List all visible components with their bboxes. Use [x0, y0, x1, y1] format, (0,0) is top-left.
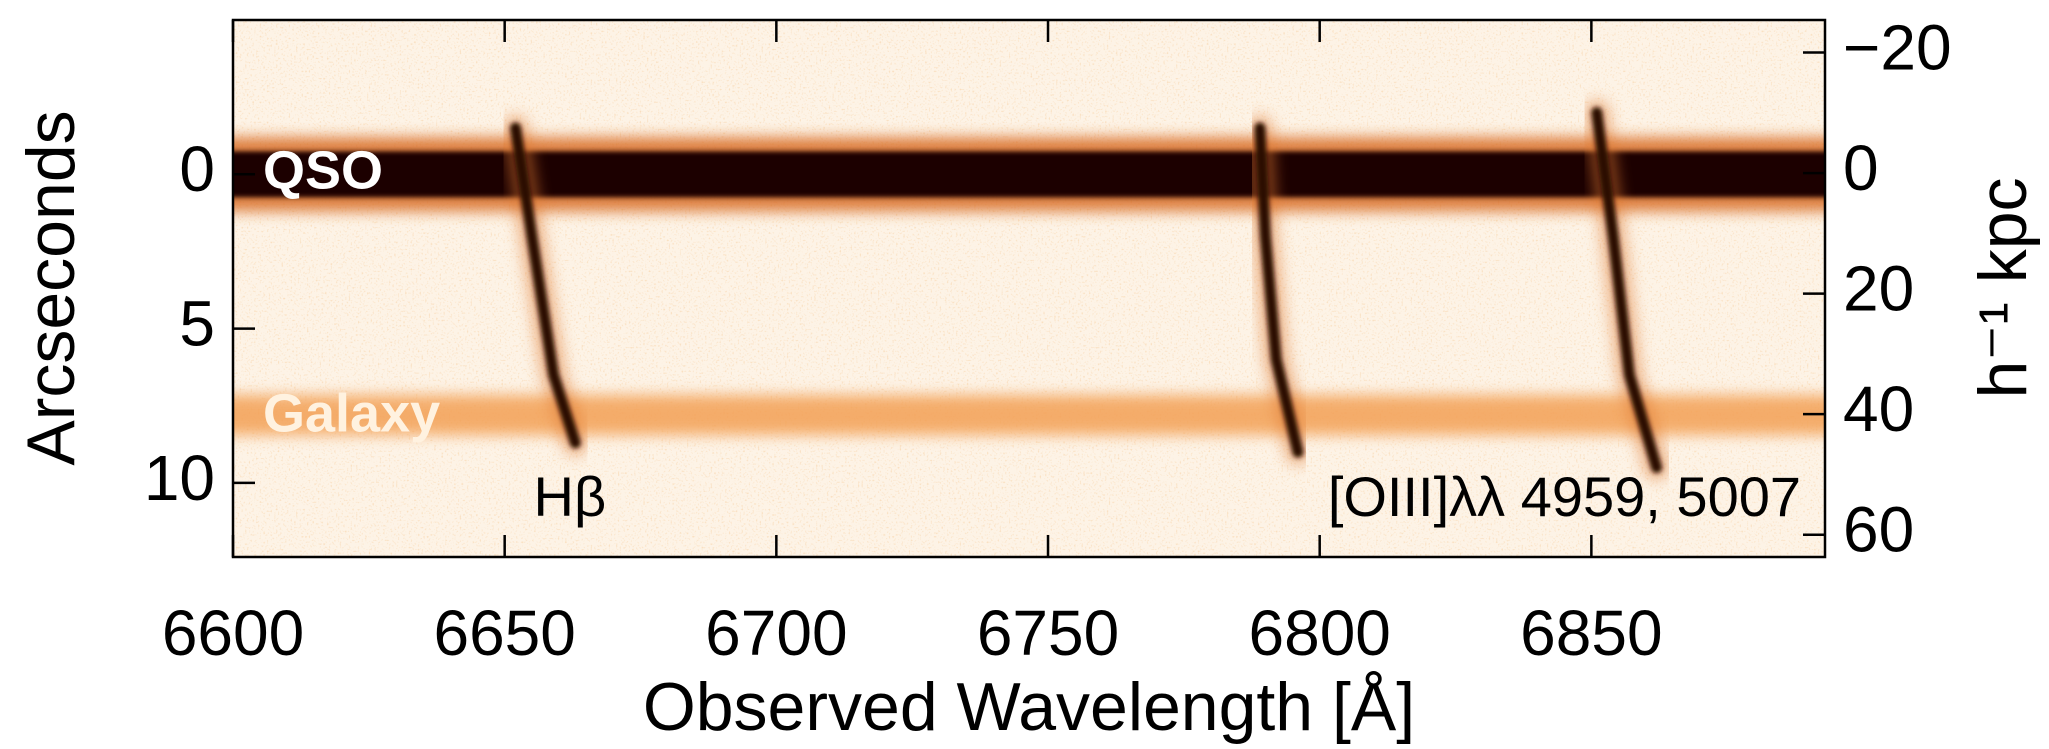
chart: QSO Galaxy Hβ [OIII]λλ 4959, 5007 Observed …	[0, 0, 2049, 749]
y-tick-label: 5	[179, 288, 215, 360]
y2-axis-title: h⁻¹ kpc	[1965, 177, 2041, 398]
y-tick-label: 0	[179, 133, 215, 205]
y-tick-label: 10	[144, 442, 215, 514]
x-tick-label: 6700	[705, 597, 847, 669]
x-tick-label: 6750	[977, 597, 1119, 669]
x-axis-title: Observed Wavelength [Å]	[643, 669, 1415, 745]
y2-tick-label: 20	[1843, 253, 1914, 325]
y-axis-title: Arcseconds	[13, 110, 89, 465]
trace	[213, 395, 1845, 435]
annotation: [OIII]λλ 4959, 5007	[1328, 465, 1801, 528]
annotation: Hβ	[534, 465, 607, 528]
x-tick-label: 6600	[162, 597, 304, 669]
x-tick-label: 6800	[1249, 597, 1391, 669]
y2-tick-label: 60	[1843, 494, 1914, 566]
y2-tick-label: 40	[1843, 373, 1914, 445]
plot-area: QSO Galaxy Hβ [OIII]λλ 4959, 5007	[213, 20, 1845, 557]
y2-tick-label: −20	[1843, 11, 1952, 83]
trace-label: Galaxy	[263, 383, 440, 443]
x-tick-label: 6650	[433, 597, 575, 669]
trace-label: QSO	[263, 141, 383, 201]
y2-tick-label: 0	[1843, 132, 1879, 204]
x-tick-label: 6850	[1520, 597, 1662, 669]
